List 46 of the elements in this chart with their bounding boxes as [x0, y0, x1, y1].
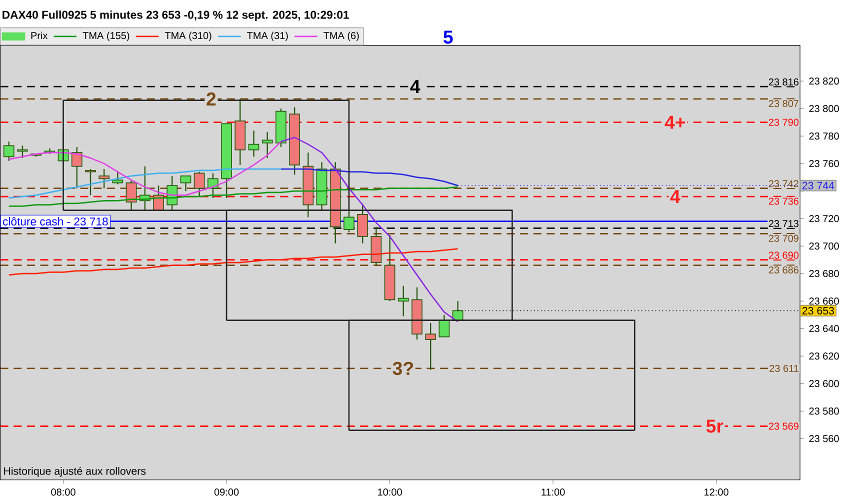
- y-tick-label: 23 600: [809, 380, 839, 388]
- y-tick-label: 23 640: [809, 325, 839, 332]
- ref-line-label: 23 742: [768, 180, 798, 188]
- y-tick-label: 23 680: [809, 270, 839, 278]
- chart-title: DAX40 Full0925 5 minutes 23 653 -0,19 % 12 sept. 2025, 10:29:01: [2, 10, 349, 22]
- x-tick-label: 12:00: [704, 488, 728, 496]
- y-tick-label: 23 820: [809, 77, 839, 85]
- annotation: 23 653: [802, 306, 834, 314]
- annotation: 5r: [706, 420, 724, 433]
- y-tick-label: 23 700: [809, 242, 839, 250]
- annotation: 4: [410, 80, 420, 93]
- ref-line-label: 23 690: [768, 252, 799, 259]
- x-tick-label: 08:00: [51, 488, 76, 496]
- ref-line-label: 23 790: [768, 118, 799, 126]
- legend-label: Prix: [31, 32, 48, 40]
- annotation: 3?: [392, 362, 413, 376]
- y-tick-label: 23 780: [809, 132, 839, 140]
- ref-line-label: 23 686: [768, 266, 798, 274]
- ref-line-label: 23 816: [768, 78, 798, 86]
- y-tick-label: 23 720: [809, 214, 839, 222]
- legend-label: TMA (310): [164, 32, 212, 42]
- x-tick-label: 10:00: [378, 488, 402, 496]
- ref-line-label: clôture cash - 23 718: [3, 217, 108, 226]
- annotation: 4+: [664, 116, 686, 129]
- y-tick-label: 23 620: [809, 352, 839, 360]
- y-tick-label: 23 560: [809, 435, 839, 442]
- ref-line-label: 23 611: [770, 364, 798, 372]
- legend-label: TMA (31): [247, 32, 288, 42]
- ref-line-label: 23 736: [768, 198, 798, 205]
- y-tick-label: 23 660: [809, 298, 839, 305]
- y-tick-label: 23 760: [809, 160, 839, 168]
- y-tick-label: 23 800: [809, 104, 839, 112]
- ref-line-label: 23 713: [768, 220, 798, 228]
- y-tick-label: 23 580: [809, 408, 839, 415]
- ref-line-label: 23 569: [768, 422, 798, 430]
- legend-label: TMA (6): [324, 32, 359, 42]
- annotation: Historique ajusté aux rollovers: [4, 466, 146, 477]
- annotation: 23 744: [802, 182, 834, 190]
- annotation: 2: [206, 92, 216, 106]
- ref-line-label: 23 807: [768, 100, 798, 108]
- text: 5: [444, 30, 453, 44]
- ref-line-label: 23 709: [768, 234, 798, 242]
- x-tick-label: 09:00: [214, 488, 239, 496]
- legend-label: TMA (155): [82, 32, 130, 42]
- annotation: 4: [670, 190, 680, 203]
- x-tick-label: 11:00: [542, 488, 565, 496]
